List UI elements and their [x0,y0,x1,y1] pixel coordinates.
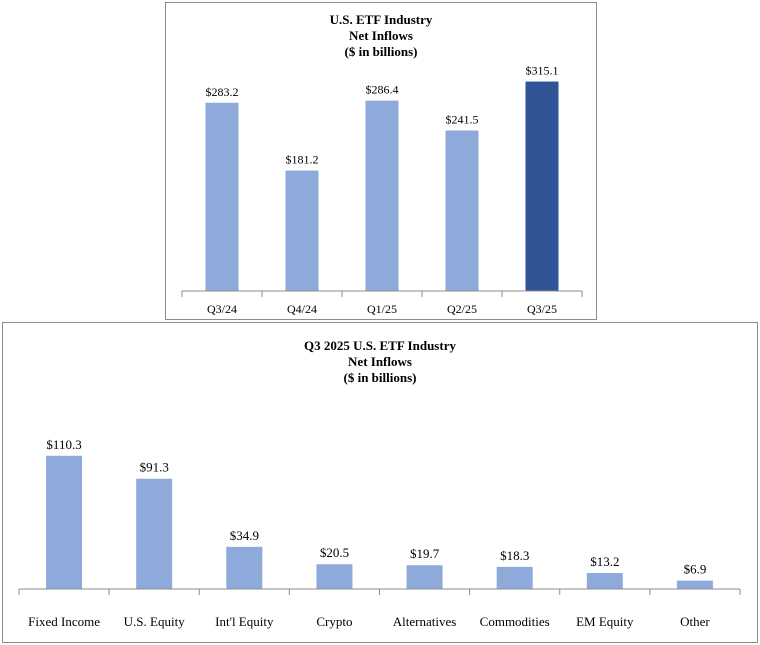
chart-title: U.S. ETF Industry Net Inflows ($ in bill… [166,12,596,60]
x-tick-label: Crypto [316,614,352,629]
chart-units-line: ($ in billions) [344,44,418,59]
x-tick-label: Commodities [480,614,550,629]
data-label: $18.3 [500,548,529,563]
quarterly-inflows-chart: U.S. ETF Industry Net Inflows ($ in bill… [165,2,597,320]
bar [445,130,479,291]
bar [285,170,319,291]
data-label: $241.5 [446,112,479,126]
data-label: $20.5 [320,545,349,560]
x-tick-label: Fixed Income [28,614,100,629]
chart-subtitle-line: Net Inflows [349,28,413,43]
x-tick-label: Other [680,614,710,629]
bar [136,478,173,589]
x-tick-label: Q1/25 [367,302,397,316]
chart-title: Q3 2025 U.S. ETF Industry Net Inflows ($… [3,338,757,386]
x-tick-label: Alternatives [393,614,457,629]
bar [676,580,713,589]
data-label: $91.3 [140,460,169,475]
asset-class-inflows-plot: $110.3 Fixed Income $91.3 U.S. Equity $34.9 I… [18,437,741,629]
data-label: $19.7 [410,546,440,561]
x-tick-label: Q2/25 [447,302,477,316]
data-label: $110.3 [46,437,81,452]
chart-subtitle-line: Net Inflows [348,354,412,369]
data-label: $286.4 [366,83,399,97]
data-label: $181.2 [286,153,319,167]
x-tick-label: Q4/24 [287,302,317,316]
bar [406,565,443,589]
chart-title-line: Q3 2025 U.S. ETF Industry [304,338,456,353]
bar [586,573,623,589]
quarterly-inflows-plot: $283.2 Q3/24 $181.2 Q4/24 $286.4 Q1/25 $241.5 Q… [181,64,583,316]
bar [496,566,533,589]
bar [46,455,83,589]
bar [226,546,263,589]
x-tick-label: Q3/24 [207,302,237,316]
chart-units-line: ($ in billions) [343,370,417,385]
chart-title-line: U.S. ETF Industry [329,12,433,27]
bar [205,102,239,291]
x-tick-label: Int'l Equity [215,614,274,629]
bar [365,100,399,291]
data-label: $283.2 [206,85,239,99]
data-label: $315.1 [526,64,559,78]
data-label: $34.9 [230,528,259,543]
data-label: $6.9 [684,562,707,577]
bar [525,81,559,291]
x-tick-label: EM Equity [576,614,634,629]
bar [316,564,353,589]
asset-class-inflows-chart: Q3 2025 U.S. ETF Industry Net Inflows ($… [2,322,758,643]
x-tick-label: Q3/25 [527,302,557,316]
x-tick-label: U.S. Equity [124,614,186,629]
data-label: $13.2 [590,554,619,569]
